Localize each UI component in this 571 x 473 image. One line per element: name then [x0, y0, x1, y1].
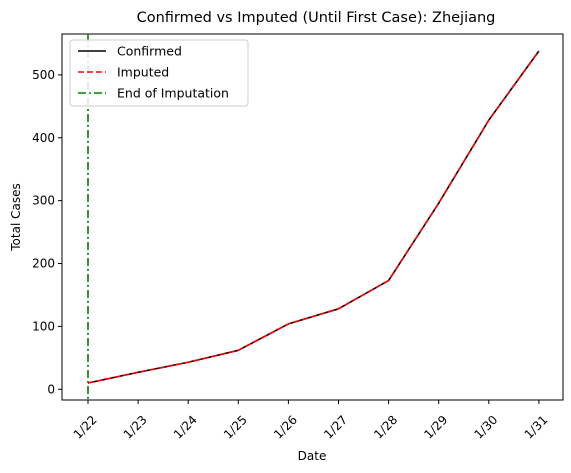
- chart-title: Confirmed vs Imputed (Until First Case):…: [137, 10, 496, 26]
- x-axis: 1/22 1/23 1/24 1/25 1/26 1/27 1/28 1/29 1/30 1/31: [71, 400, 551, 442]
- y-tick-label: 300: [32, 194, 55, 208]
- y-tick-label: 100: [32, 319, 55, 333]
- y-tick-label: 0: [47, 382, 55, 396]
- x-axis-label: Date: [298, 449, 327, 463]
- x-tick-label: 1/22: [71, 413, 100, 442]
- legend-box: [69, 39, 249, 107]
- x-tick-label: 1/28: [371, 413, 400, 442]
- legend: Confirmed Imputed End of Imputation: [69, 39, 249, 107]
- x-tick-label: 1/24: [171, 413, 200, 442]
- legend-label: Imputed: [117, 65, 169, 80]
- y-tick-label: 200: [32, 257, 55, 271]
- legend-label: Confirmed: [117, 44, 182, 59]
- y-tick-label: 500: [32, 68, 55, 82]
- y-axis-label: Total Cases: [9, 183, 23, 251]
- x-tick-label: 1/25: [221, 413, 250, 442]
- x-tick-label: 1/27: [321, 413, 350, 442]
- y-tick-label: 400: [32, 131, 55, 145]
- x-tick-label: 1/31: [522, 413, 551, 442]
- x-tick-label: 1/23: [121, 413, 150, 442]
- x-tick-label: 1/29: [421, 413, 450, 442]
- series-line-imputed: [87, 50, 540, 384]
- plot-area: [61, 33, 564, 401]
- x-tick-label: 1/30: [471, 413, 500, 442]
- y-axis: 0 100 200 300 400 500: [32, 68, 62, 396]
- x-tick-label: 1/26: [271, 413, 300, 442]
- legend-label: End of Imputation: [117, 86, 229, 101]
